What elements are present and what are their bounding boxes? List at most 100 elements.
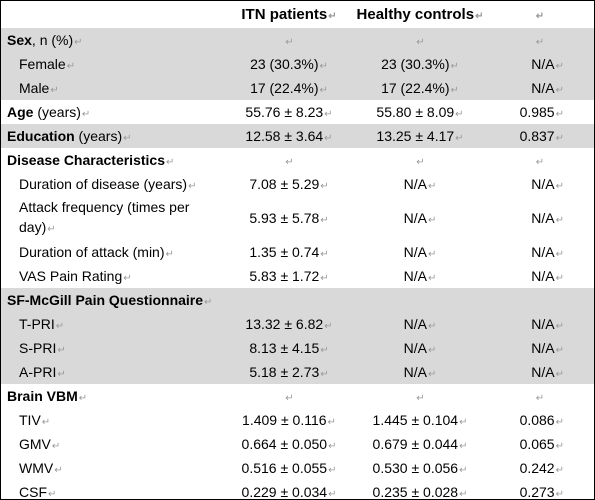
cell-hc: 23 (30.3%)↵ (355, 52, 485, 76)
header-p-value: ↵ (535, 11, 545, 22)
cell-hc: 0.235 ± 0.028↵ (372, 484, 468, 500)
row-label: WMV↵ (19, 460, 63, 476)
row-label: TIV↵ (19, 412, 51, 428)
cell-itn: ↵ (285, 157, 294, 168)
cell-hc: N/A↵ (403, 210, 437, 226)
cell-p: N/A↵ (531, 176, 564, 192)
cell-p: 0.242↵ (519, 460, 564, 476)
cell-itn: 1.35 ± 0.74↵ (249, 244, 329, 260)
cell-p: N/A↵ (531, 244, 564, 260)
cell-p: N/A↵ (531, 268, 564, 284)
row-label: T-PRI↵ (1, 312, 223, 336)
table-row: Duration of disease (years)↵ 7.08 ± 5.29… (1, 172, 594, 196)
table-row: Male↵ 17 (22.4%)↵ 17 (22.4%)↵ N/A↵ (1, 76, 594, 100)
cell-p: 0.985↵ (519, 104, 564, 120)
section-label: Brain VBM↵ (7, 388, 88, 404)
header-empty-cell (1, 1, 223, 28)
cell-p: ↵ (535, 157, 545, 168)
row-label: Attack frequency (times per day)↵ (19, 198, 190, 235)
table-row: GMV↵ 0.664 ± 0.050↵ 0.679 ± 0.044↵ 0.065… (1, 432, 594, 456)
cell-itn: 0.516 ± 0.055↵ (241, 460, 337, 476)
cell-hc (355, 288, 485, 312)
cell-hc: N/A↵ (403, 176, 437, 192)
cell-hc: N/A↵ (355, 336, 485, 360)
cell-p: N/A↵ (485, 76, 594, 100)
table-row: S-PRI↵ 8.13 ± 4.15↵ N/A↵ N/A↵ (1, 336, 594, 360)
cell-p (485, 288, 594, 312)
row-label: Sex, n (%)↵ (1, 28, 223, 52)
table-row: Attack frequency (times per day)↵ 5.93 ±… (1, 196, 594, 240)
cell-itn: 23 (30.3%)↵ (223, 52, 355, 76)
table-row: TIV↵ 1.409 ± 0.116↵ 1.445 ± 0.104↵ 0.086… (1, 408, 594, 432)
table-section-row: Disease Characteristics↵ ↵ ↵ ↵ (1, 148, 594, 172)
cell-p: 0.065↵ (519, 436, 564, 452)
row-label: Age (years)↵ (7, 104, 91, 120)
cell-hc: N/A↵ (355, 360, 485, 384)
table-section-row: Brain VBM↵ ↵ ↵ ↵ (1, 384, 594, 408)
header-itn-patients: ITN patients↵ (241, 6, 337, 23)
cell-hc: N/A↵ (355, 312, 485, 336)
cell-itn: 5.18 ± 2.73↵ (223, 360, 355, 384)
cell-hc: 17 (22.4%)↵ (355, 76, 485, 100)
cell-itn (223, 288, 355, 312)
row-label: CSF↵ (19, 484, 57, 500)
row-label: Education (years)↵ (1, 124, 223, 148)
cell-hc: N/A↵ (403, 244, 437, 260)
cell-itn: 17 (22.4%)↵ (223, 76, 355, 100)
cell-hc: 0.679 ± 0.044↵ (372, 436, 468, 452)
cell-hc: N/A↵ (403, 268, 437, 284)
cell-hc: 13.25 ± 4.17↵ (355, 124, 485, 148)
cell-itn: ↵ (285, 393, 294, 404)
cell-itn: 7.08 ± 5.29↵ (249, 176, 329, 192)
row-label: S-PRI↵ (1, 336, 223, 360)
cell-p: 0.086↵ (519, 412, 564, 428)
cell-itn: 12.58 ± 3.64↵ (223, 124, 355, 148)
cell-hc: ↵ (355, 28, 485, 52)
cell-itn: ↵ (223, 28, 355, 52)
cell-p: N/A↵ (485, 312, 594, 336)
cell-p: 0.837↵ (485, 124, 594, 148)
table-row: Sex, n (%)↵ ↵ ↵ ↵ (1, 28, 594, 52)
cell-itn: 0.664 ± 0.050↵ (241, 436, 337, 452)
cell-p: ↵ (485, 28, 594, 52)
cell-p: 0.273↵ (519, 484, 564, 500)
cell-itn: 5.83 ± 1.72↵ (249, 268, 329, 284)
cell-hc: ↵ (416, 157, 425, 168)
cell-p: N/A↵ (531, 210, 564, 226)
cell-itn: 8.13 ± 4.15↵ (223, 336, 355, 360)
table-row: CSF↵ 0.229 ± 0.034↵ 0.235 ± 0.028↵ 0.273… (1, 480, 594, 500)
row-label: A-PRI↵ (1, 360, 223, 384)
cell-itn: 55.76 ± 8.23↵ (245, 104, 333, 120)
table-section-row: SF-McGill Pain Questionnaire↵ (1, 288, 594, 312)
cell-itn: 13.32 ± 6.82↵ (223, 312, 355, 336)
section-label: SF-McGill Pain Questionnaire↵ (1, 288, 223, 312)
table-row: VAS Pain Rating↵ 5.83 ± 1.72↵ N/A↵ N/A↵ (1, 264, 594, 288)
table-header-row: ITN patients↵ Healthy controls↵ ↵ (1, 1, 594, 28)
row-label: Duration of disease (years)↵ (19, 176, 197, 192)
cell-hc: ↵ (416, 393, 425, 404)
cell-p: ↵ (535, 393, 545, 404)
table-row: T-PRI↵ 13.32 ± 6.82↵ N/A↵ N/A↵ (1, 312, 594, 336)
table-row: WMV↵ 0.516 ± 0.055↵ 0.530 ± 0.056↵ 0.242… (1, 456, 594, 480)
row-label: Male↵ (1, 76, 223, 100)
row-label: VAS Pain Rating↵ (19, 268, 132, 284)
cell-itn: 1.409 ± 0.116↵ (242, 412, 336, 428)
cell-itn: 0.229 ± 0.034↵ (241, 484, 337, 500)
row-label: Female↵ (1, 52, 223, 76)
table-row: Female↵ 23 (30.3%)↵ 23 (30.3%)↵ N/A↵ (1, 52, 594, 76)
table-row: Age (years)↵ 55.76 ± 8.23↵ 55.80 ± 8.09↵… (1, 100, 594, 124)
cell-p: N/A↵ (485, 336, 594, 360)
section-label: Disease Characteristics↵ (7, 152, 175, 168)
row-label: GMV↵ (19, 436, 61, 452)
table-row: Duration of attack (min)↵ 1.35 ± 0.74↵ N… (1, 240, 594, 264)
cell-p: N/A↵ (485, 52, 594, 76)
cell-itn: 5.93 ± 5.78↵ (249, 210, 329, 226)
table-row: Education (years)↵ 12.58 ± 3.64↵ 13.25 ±… (1, 124, 594, 148)
cell-hc: 0.530 ± 0.056↵ (372, 460, 468, 476)
header-healthy-controls: Healthy controls↵ (356, 6, 484, 23)
cell-hc: 55.80 ± 8.09↵ (376, 104, 464, 120)
row-label: Duration of attack (min)↵ (19, 244, 174, 260)
cell-p: N/A↵ (485, 360, 594, 384)
